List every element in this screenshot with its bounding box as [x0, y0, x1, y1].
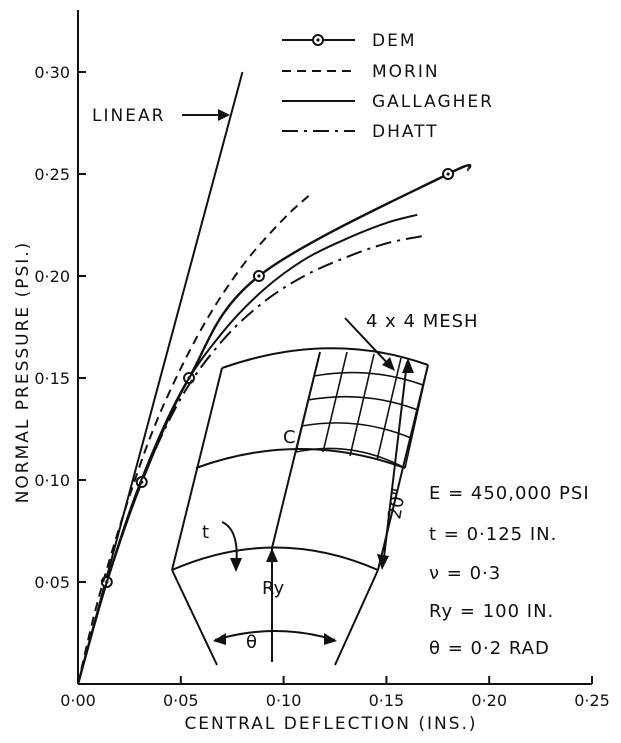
- legend: DEM MORIN GALLAGHER DHATT: [282, 31, 494, 142]
- y-ticks: 0·05 0·10 0·15 0·20 0·25 0·30: [34, 63, 86, 592]
- shell-inset-diagram: [171, 317, 429, 666]
- legend-marker-dem-center: [316, 38, 320, 42]
- axes: [77, 10, 592, 685]
- property-line: θ = 0·2 RAD: [429, 638, 550, 659]
- x-tick-label: 0·25: [574, 691, 610, 710]
- mesh-grid: [295, 351, 429, 469]
- ry-label: Ry: [262, 578, 285, 599]
- linear-annotation: LINEAR: [92, 106, 230, 126]
- legend-label-morin: MORIN: [372, 62, 440, 82]
- mesh-leader-line: [344, 317, 393, 369]
- y-tick-label: 0·20: [34, 267, 70, 286]
- y-tick-label: 0·05: [34, 573, 70, 592]
- right-radial-line: [334, 569, 379, 666]
- mesh-label: 4 x 4 MESH: [366, 311, 479, 332]
- series-morin-line: [77, 193, 312, 685]
- x-tick-label: 0·20: [471, 691, 507, 710]
- dem-point-center: [257, 274, 261, 278]
- y-tick-label: 0·10: [34, 471, 70, 490]
- shell-top-edge: [221, 347, 429, 369]
- x-ticks: 0·00 0·05 0·10 0·15 0·20 0·25: [60, 676, 610, 710]
- properties-block: E = 450,000 PSI t = 0·125 IN. ν = 0·3 Ry = …: [429, 483, 590, 659]
- legend-label-dhatt: DHATT: [372, 122, 439, 142]
- property-line: Ry = 100 IN.: [429, 601, 554, 622]
- legend-label-gallagher: GALLAGHER: [372, 92, 494, 112]
- length-arrow-top: [402, 358, 414, 373]
- t-leader-arrow: [230, 558, 242, 572]
- y-tick-label: 0·25: [34, 165, 70, 184]
- length-dimension-line: [382, 361, 408, 567]
- length-arrow-bottom: [377, 554, 389, 570]
- property-line: t = 0·125 IN.: [429, 524, 557, 545]
- series-dem-line: [76, 164, 472, 685]
- theta-arrow-right: [324, 633, 337, 645]
- theta-arrow-left: [213, 633, 226, 645]
- y-tick-label: 0·30: [34, 63, 70, 82]
- theta-label: θ: [246, 632, 257, 653]
- length-label: 20": [384, 487, 410, 521]
- linear-label: LINEAR: [92, 106, 165, 126]
- shell-bottom-edge: [171, 546, 379, 571]
- x-tick-label: 0·00: [60, 691, 96, 710]
- series-dhatt-line: [77, 234, 428, 685]
- x-tick-label: 0·10: [266, 691, 302, 710]
- y-axis-label: NORMAL PRESSURE (PSI.): [13, 241, 33, 504]
- property-line: ν = 0·3: [429, 563, 501, 584]
- shell-center-curve: [195, 448, 406, 469]
- y-tick-label: 0·15: [34, 369, 70, 388]
- left-radial-line: [171, 569, 218, 666]
- legend-label-dem: DEM: [372, 31, 417, 51]
- x-tick-label: 0·15: [369, 691, 405, 710]
- x-tick-label: 0·05: [163, 691, 199, 710]
- shell-left-edge: [171, 367, 223, 571]
- theta-arc: [214, 630, 336, 641]
- mesh-leader-arrow: [382, 357, 395, 371]
- x-axis-label: CENTRAL DEFLECTION (INS.): [184, 714, 477, 734]
- property-line: E = 450,000 PSI: [429, 483, 590, 504]
- linear-arrow-head: [218, 109, 230, 121]
- ry-arrow-head: [266, 548, 278, 562]
- dem-point-center: [446, 172, 450, 176]
- c-label: C: [283, 427, 296, 448]
- series-layer: [76, 71, 472, 685]
- t-label: t: [202, 522, 209, 543]
